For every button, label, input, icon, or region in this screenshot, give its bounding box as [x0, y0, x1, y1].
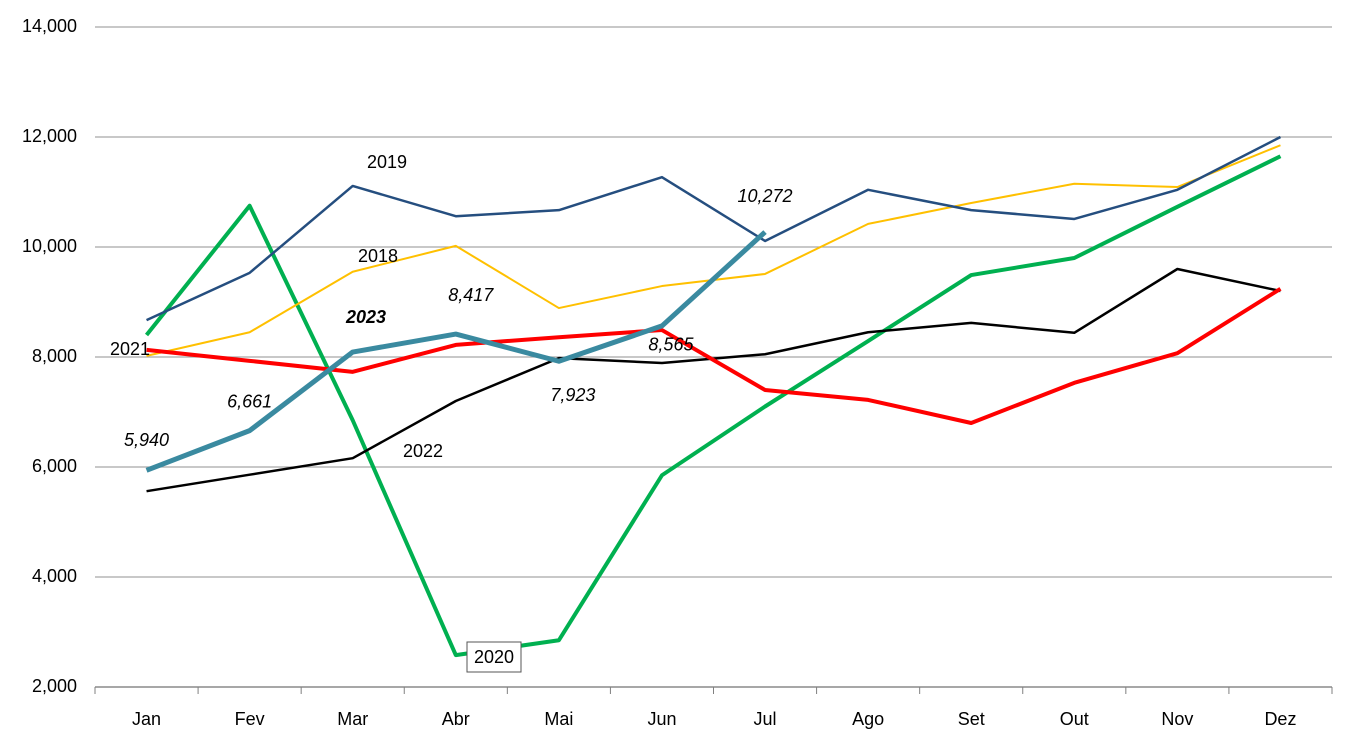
series-label: 2023: [345, 307, 386, 327]
x-tick-label: Jul: [754, 709, 777, 729]
y-tick-label: 6,000: [32, 456, 77, 476]
y-tick-label: 8,000: [32, 346, 77, 366]
x-tick-label: Nov: [1161, 709, 1193, 729]
value-label: 5,940: [124, 430, 169, 450]
value-label: 6,661: [227, 391, 272, 411]
y-tick-label: 12,000: [22, 126, 77, 146]
series-line: [146, 135, 1282, 322]
x-tick-label: Set: [958, 709, 985, 729]
x-tick-label: Out: [1060, 709, 1089, 729]
x-tick-label: Mai: [544, 709, 573, 729]
series-label: 2018: [358, 246, 398, 266]
series-line: [144, 154, 1282, 658]
value-label: 10,272: [738, 186, 793, 206]
series-line: [145, 230, 767, 473]
series-line: [146, 144, 1281, 357]
y-tick-label: 4,000: [32, 566, 77, 586]
series-label: 2020: [474, 647, 514, 667]
series-line: [146, 287, 1282, 425]
value-label: 7,923: [550, 385, 595, 405]
y-tick-label: 2,000: [32, 676, 77, 696]
series-label: 2022: [403, 441, 443, 461]
series-label: 2021: [110, 339, 150, 359]
value-label: 8,417: [448, 285, 494, 305]
x-tick-label: Jan: [132, 709, 161, 729]
x-tick-label: Dez: [1264, 709, 1296, 729]
series-label: 2019: [367, 152, 407, 172]
series-label-box: [466, 641, 522, 673]
y-tick-label: 10,000: [22, 236, 77, 256]
x-tick-label: Abr: [442, 709, 470, 729]
y-tick-label: 14,000: [22, 16, 77, 36]
x-tick-label: Mar: [337, 709, 368, 729]
x-tick-label: Ago: [852, 709, 884, 729]
x-tick-label: Jun: [647, 709, 676, 729]
value-label: 8,565: [648, 335, 694, 355]
x-tick-label: Fev: [235, 709, 265, 729]
